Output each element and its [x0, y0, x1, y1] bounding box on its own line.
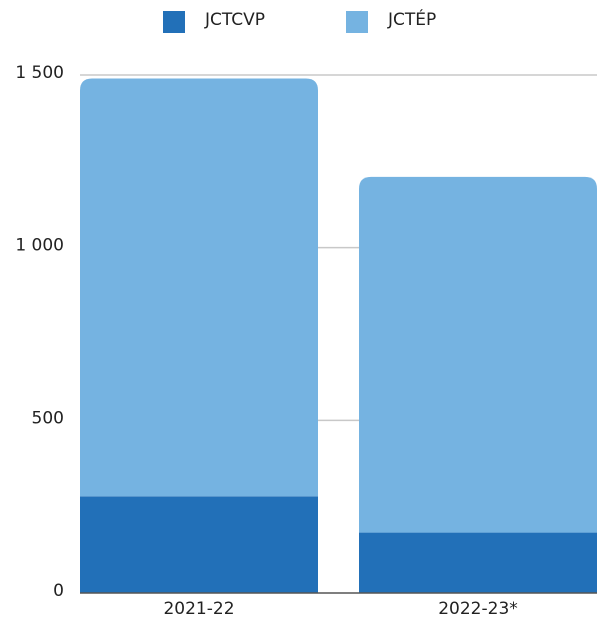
y-tick-label: 500	[32, 408, 64, 428]
bar-segment	[359, 532, 597, 593]
y-tick-label: 0	[53, 581, 64, 601]
bar-segment	[80, 78, 318, 497]
bar-segment	[359, 176, 597, 533]
x-tick-label: 2022-23*	[438, 599, 518, 619]
y-tick-label: 1 500	[15, 63, 64, 83]
legend-swatch	[163, 11, 185, 33]
x-tick-label: 2021-22	[163, 599, 234, 619]
legend-label: JCTCVP	[204, 10, 265, 30]
legend-label: JCTÉP	[387, 8, 436, 30]
bar-segment	[80, 496, 318, 593]
legend-swatch	[346, 11, 368, 33]
y-tick-label: 1 000	[15, 236, 64, 256]
